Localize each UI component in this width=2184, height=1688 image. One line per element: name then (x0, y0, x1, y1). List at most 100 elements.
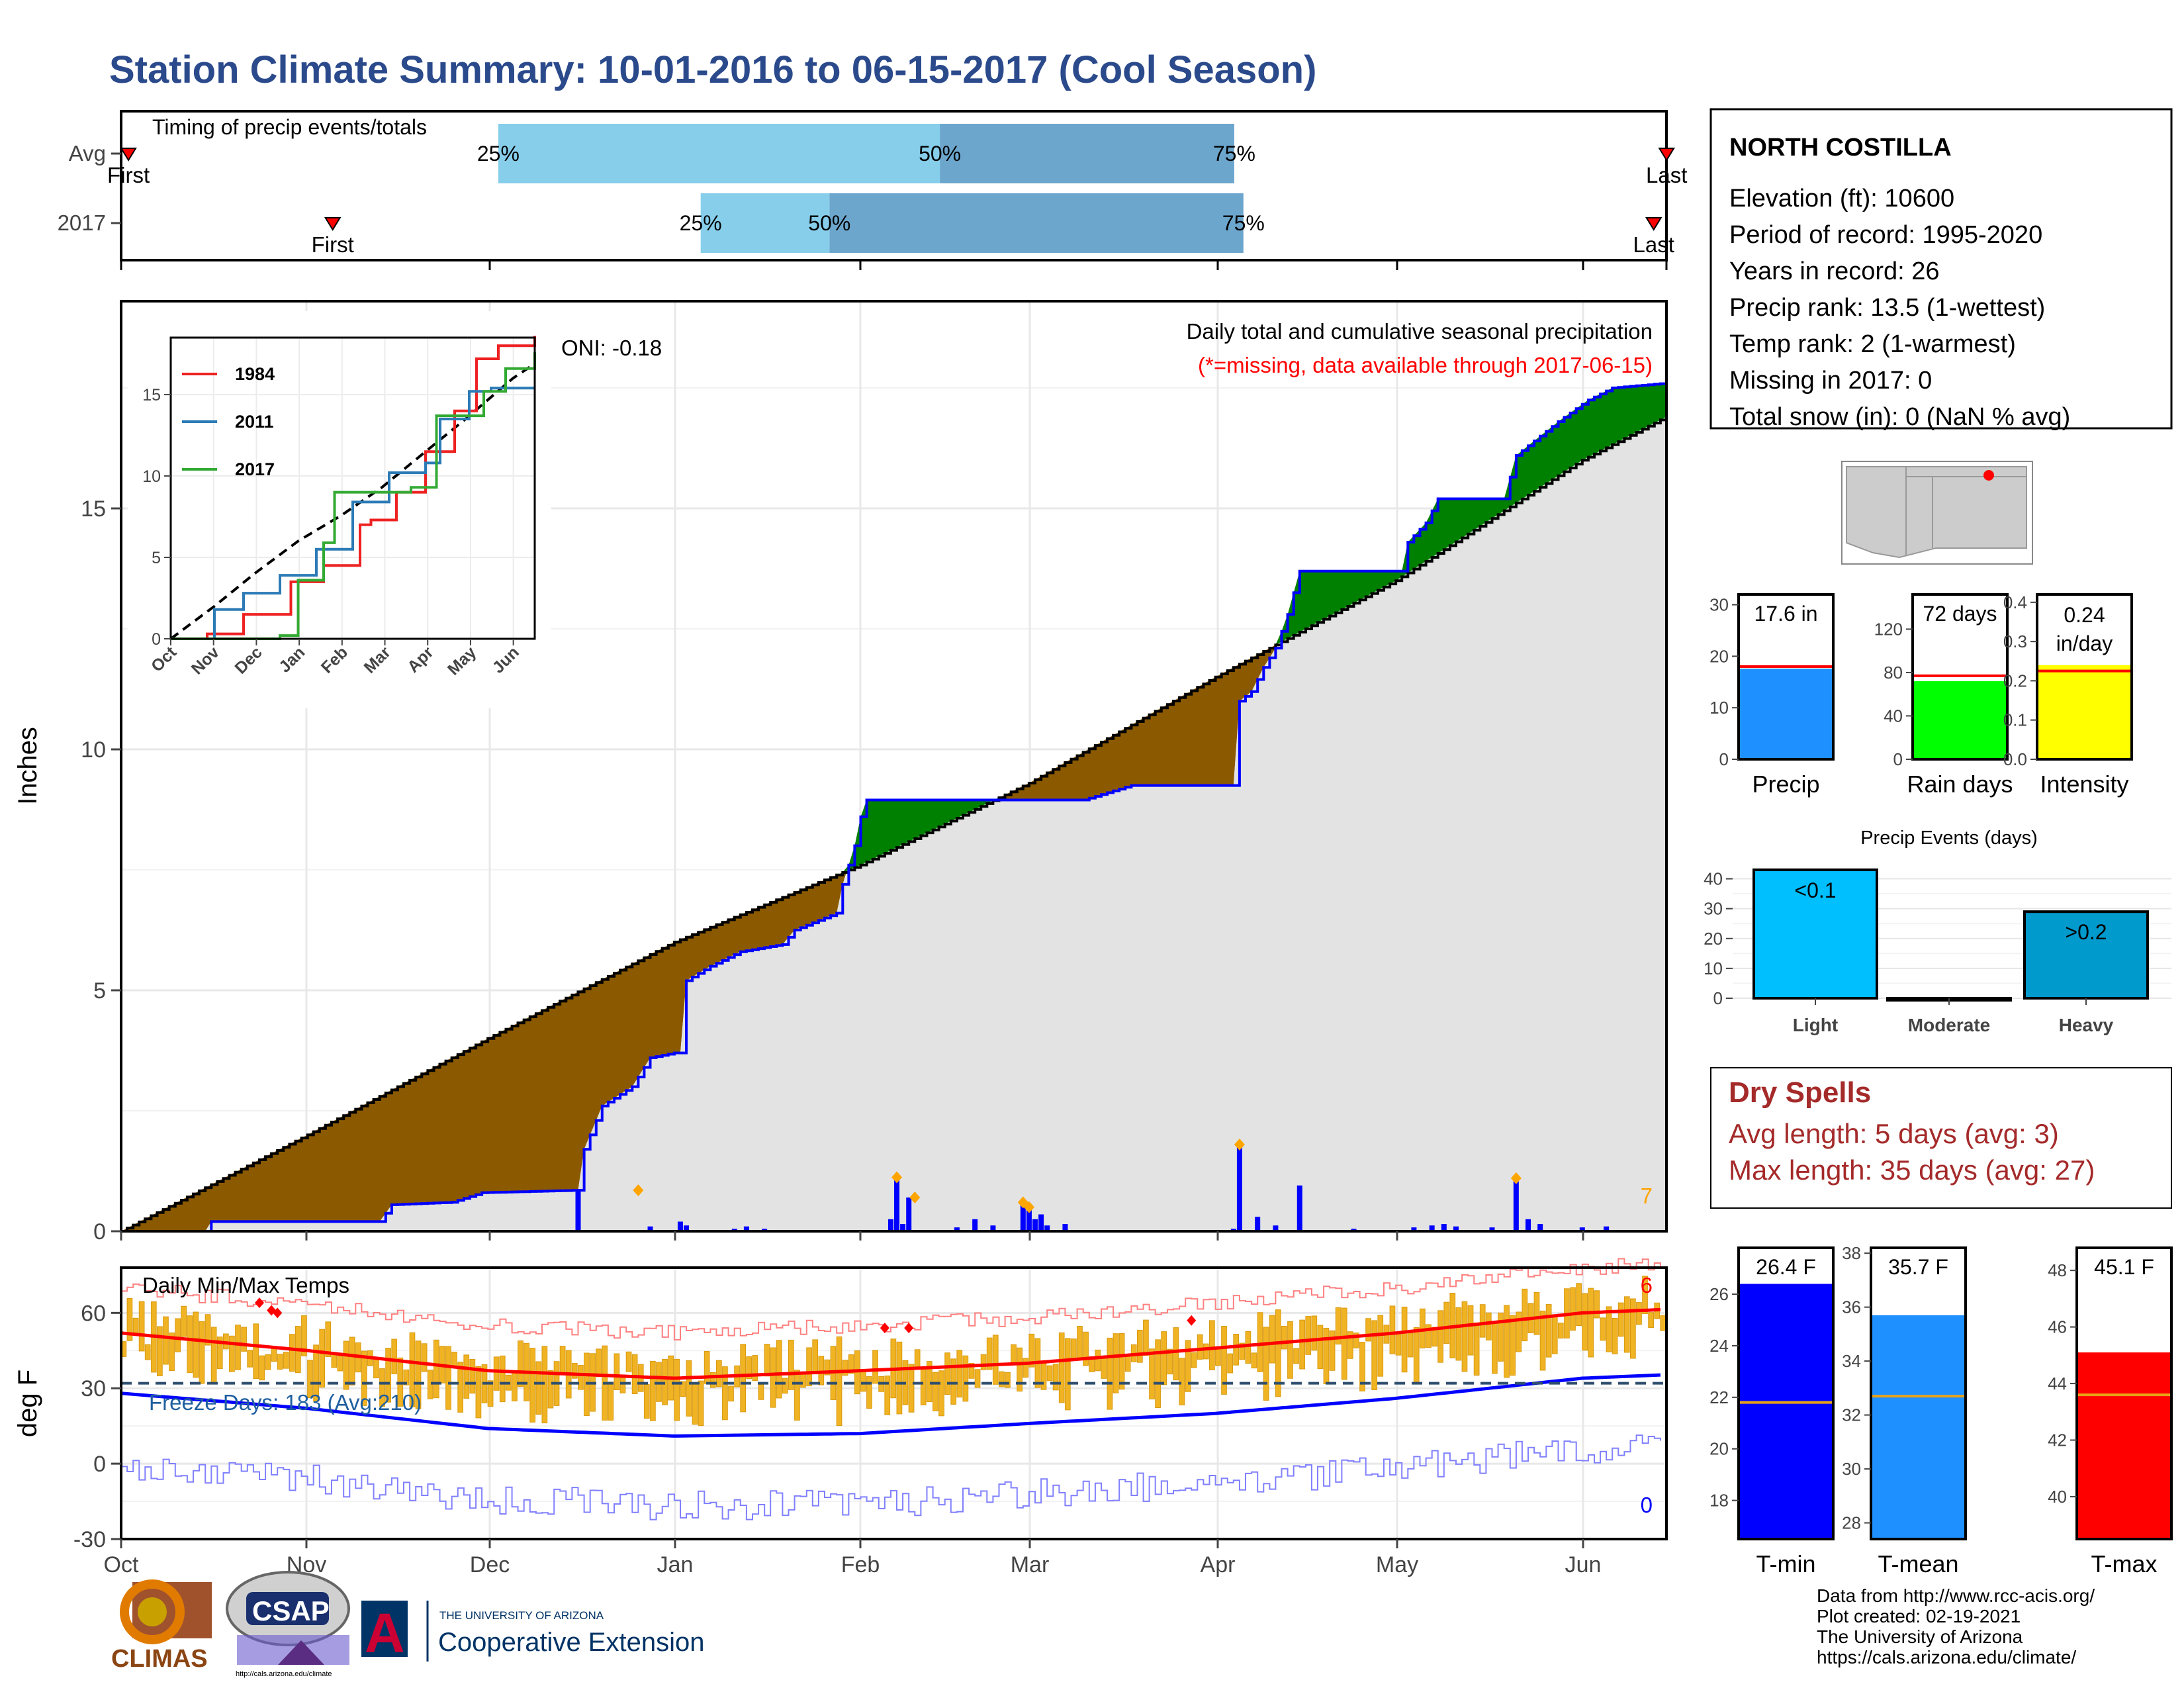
credits-text: Data from http://www.rcc-acis.org/Plot c… (1817, 1585, 2095, 1667)
ua-small-text: THE UNIVERSITY OF ARIZONA (439, 1609, 604, 1622)
station-info-line: Period of record: 1995-2020 (1729, 221, 2042, 249)
summary-bar-value: 17.6 in (1754, 602, 1817, 626)
daily-temp-bar (1245, 1331, 1251, 1364)
daily-temp-bar (241, 1327, 247, 1352)
daily-temp-bar (926, 1361, 933, 1403)
temp-bar-t-max (2077, 1352, 2171, 1539)
daily-temp-bar (1539, 1310, 1546, 1371)
timing-event-marker (1658, 148, 1675, 162)
daily-temp-bar (619, 1378, 626, 1393)
daily-temp-bar (169, 1332, 175, 1372)
daily-temp-bar (1510, 1315, 1516, 1376)
events-title: Precip Events (days) (1860, 827, 2038, 849)
daily-precip-bar (1489, 1227, 1495, 1231)
timing-quartile-label: 50% (919, 142, 961, 165)
daily-temp-bar (1227, 1353, 1233, 1374)
oni-label: ONI: -0.18 (561, 336, 662, 360)
daily-temp-bar (385, 1348, 391, 1403)
month-label: Jun (1565, 1552, 1602, 1577)
daily-temp-bar (818, 1356, 825, 1385)
daily-temp-bar (1329, 1330, 1336, 1371)
daily-temp-bar (1215, 1346, 1221, 1366)
temps-panel: Daily Min/Max Temps Freeze Days: 183 (Avg… (13, 1258, 1668, 1577)
station-info-line: Total snow (in): 0 (NaN % avg) (1729, 403, 2070, 431)
daily-temp-bar (986, 1337, 993, 1370)
daily-temp-bar (980, 1354, 987, 1370)
daily-temp-bar (1461, 1301, 1468, 1372)
daily-precip-bar (1297, 1185, 1302, 1231)
daily-temp-bar (794, 1370, 800, 1421)
timing-event-label: First (312, 232, 354, 257)
daily-temp-bar (1233, 1334, 1240, 1366)
daily-temp-bar (746, 1356, 752, 1380)
daily-precip-bar (1537, 1224, 1543, 1231)
summary-bar-value: 0.24 (2064, 603, 2105, 627)
daily-precip-bar (1604, 1226, 1610, 1231)
daily-precip-bar (677, 1221, 683, 1231)
daily-temp-bar (541, 1346, 548, 1424)
timing-row-label: 2017 (58, 211, 106, 235)
avg-max-line (120, 1307, 1661, 1380)
daily-temp-bar (1064, 1338, 1071, 1411)
daily-temp-bar (974, 1369, 981, 1388)
timing-q50-q75-bar (940, 124, 1234, 183)
daily-temp-bar (848, 1354, 854, 1374)
daily-temp-bar (1426, 1324, 1432, 1348)
timing-event-marker (324, 217, 341, 231)
daily-temp-bar (782, 1378, 788, 1394)
inset-legend-label: 2017 (235, 459, 275, 479)
daily-temp-bar (1275, 1309, 1281, 1397)
daily-temp-bar (1407, 1333, 1414, 1358)
daily-temp-bar (1118, 1333, 1125, 1390)
temp-bar-y-tick-label: 28 (1842, 1513, 1861, 1533)
daily-temp-bar (824, 1359, 831, 1376)
daily-temp-bar (1365, 1318, 1371, 1342)
daily-precip-bar (1044, 1225, 1050, 1231)
daily-temp-bar (1570, 1287, 1576, 1331)
daily-temp-bar (535, 1361, 542, 1415)
temp-bar-y-tick-label: 46 (2048, 1317, 2067, 1337)
summary-bar-y-tick-label: 0 (1719, 749, 1729, 769)
daily-temp-bar (1058, 1332, 1065, 1403)
daily-temp-bar (1191, 1352, 1197, 1368)
inset-line-1984 (171, 336, 536, 640)
month-label: Dec (470, 1552, 510, 1577)
daily-temp-bar (998, 1371, 1005, 1387)
daily-temp-bar (487, 1380, 494, 1407)
daily-temp-bar (896, 1341, 903, 1415)
daily-temp-bar (1221, 1326, 1227, 1395)
timing-quartile-label: 25% (477, 142, 520, 165)
summary-bar-y-tick-label: 0.4 (2003, 592, 2027, 612)
daily-precip-bar (1429, 1225, 1435, 1231)
daily-temp-bar (421, 1343, 428, 1372)
daily-temp-bar (1077, 1326, 1083, 1359)
daily-temp-bar (1305, 1316, 1312, 1355)
daily-temp-bar (1629, 1298, 1636, 1359)
precip-base-area (121, 416, 1666, 1232)
daily-temp-bar (253, 1323, 259, 1380)
daily-temp-bar (715, 1360, 722, 1387)
summary-bar-frame (1911, 593, 2009, 761)
temps-y-tick-label: 0 (93, 1452, 106, 1477)
summary-bar-y-tick-label: 10 (1709, 698, 1729, 718)
record-max-marker (1187, 1315, 1197, 1326)
inset-line-2017 (171, 352, 536, 640)
daily-temp-bar (752, 1355, 758, 1382)
daily-temp-bar (1107, 1337, 1113, 1410)
summary-bar-label: Intensity (2040, 771, 2128, 798)
daily-temp-bar (1443, 1301, 1450, 1344)
daily-temp-bar (1095, 1349, 1101, 1372)
daily-temp-bar (475, 1366, 482, 1419)
temp-summary-bars: 26.4 F 18 20 22 24 26 T-min 35.7 F 28 30 32 34 36 38 T… (1709, 1243, 2173, 1577)
daily-temp-bar (1281, 1325, 1287, 1350)
daily-temp-bar (1359, 1342, 1365, 1391)
daily-temp-bar (740, 1344, 747, 1413)
summary-bar-value-unit: in/day (2056, 632, 2113, 655)
daily-precip-bar (894, 1177, 900, 1231)
daily-temp-bar (933, 1372, 938, 1411)
record-max-count: 6 (1641, 1273, 1653, 1297)
timing-event-label: First (107, 163, 150, 187)
heavy-event-marker (1234, 1138, 1245, 1150)
heavy-event-marker (909, 1192, 921, 1204)
daily-temp-bar (235, 1325, 241, 1370)
